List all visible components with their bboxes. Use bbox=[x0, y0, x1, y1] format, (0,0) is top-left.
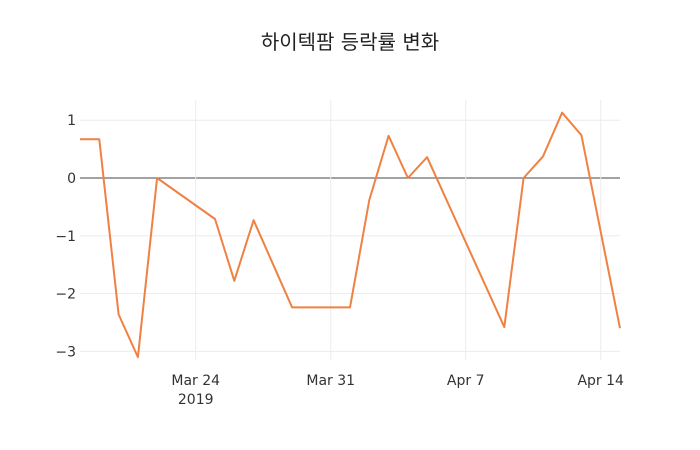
x-tick-label: Apr 14 bbox=[577, 373, 624, 389]
series-layer bbox=[80, 111, 621, 359]
chart-title: 하이텍팜 등락률 변화 bbox=[261, 30, 439, 54]
y-tick-label: −3 bbox=[55, 344, 76, 360]
y-tick-label: 0 bbox=[67, 171, 76, 187]
y-tick-label: −2 bbox=[55, 287, 76, 303]
x-tick-label: Mar 24 bbox=[171, 373, 220, 389]
x-tick-year-label: 2019 bbox=[178, 392, 214, 408]
x-tick-label: Apr 7 bbox=[447, 373, 485, 389]
y-tick-label: 1 bbox=[67, 113, 76, 129]
y-tick-label: −1 bbox=[55, 229, 76, 245]
series-line bbox=[80, 111, 621, 359]
x-tick-label: Mar 31 bbox=[306, 373, 355, 389]
grid bbox=[80, 100, 620, 360]
axes: 1 0 −1 −2 −3 Mar 24 2019 Mar 31 Apr 7 Apr 14 bbox=[55, 113, 624, 408]
